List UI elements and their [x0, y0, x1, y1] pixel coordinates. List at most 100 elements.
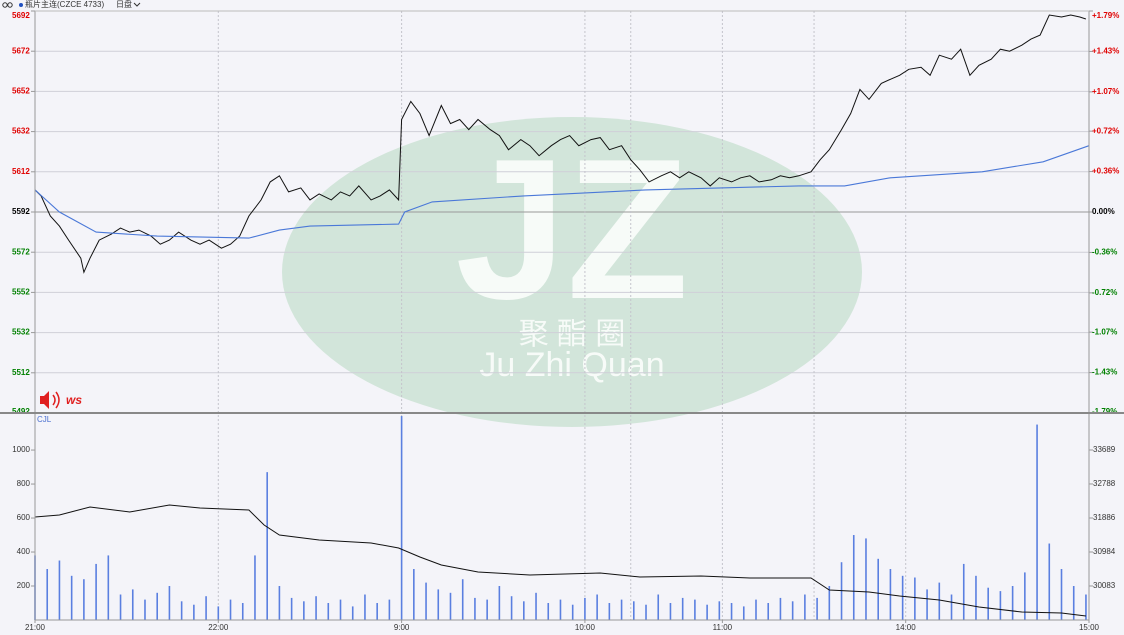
volume-bar — [730, 603, 733, 620]
watermark-pinyin: Ju Zhi Quan — [479, 346, 664, 384]
y2-tick-label: -0.36% — [1092, 248, 1117, 257]
volume-bar — [767, 603, 770, 620]
session-dropdown[interactable] — [133, 2, 141, 7]
marks — [34, 14, 1090, 620]
volume-bar — [620, 599, 623, 620]
volume-bar — [400, 416, 403, 620]
line — [34, 504, 1086, 617]
x-tick-label: 22:00 — [208, 623, 229, 632]
volume-bar — [828, 586, 831, 620]
volume-bar — [376, 603, 378, 620]
y-tick-label: 1000 — [12, 445, 30, 454]
y-tick-label: 800 — [17, 479, 31, 488]
volume-bar — [914, 577, 916, 620]
volume-bar — [1072, 586, 1075, 620]
ws-label: ws — [66, 393, 82, 407]
volume-bar — [461, 579, 464, 620]
volume-bar — [510, 596, 513, 620]
y-tick-label: 5532 — [12, 328, 30, 337]
y2-tick-label: 33689 — [1093, 445, 1116, 454]
y-tick-label: 5592 — [12, 207, 30, 216]
volume-bar — [975, 575, 977, 620]
volume-bar — [388, 599, 391, 620]
volume-bar — [1024, 572, 1026, 620]
volume-bar — [303, 601, 305, 620]
volume-bar — [107, 555, 110, 620]
y2-tick-label: 30984 — [1093, 547, 1116, 556]
y-tick-label: 400 — [17, 547, 31, 556]
volume-bar — [1048, 543, 1051, 620]
labels: 5692 5672 5652 5632 5612 5592 5572 5552 5532 5512… — [12, 11, 1119, 632]
volume-bar — [938, 582, 941, 620]
volume-bar — [804, 594, 806, 620]
y2-tick-label: 32788 — [1093, 479, 1116, 488]
volume-bar — [559, 599, 562, 620]
x-tick-label: 11:00 — [713, 623, 733, 632]
volume-bar — [1011, 586, 1014, 620]
series-dot — [19, 3, 23, 7]
x-tick-label: 15:00 — [1079, 623, 1100, 632]
volume-bar — [779, 597, 782, 620]
volume-bar — [865, 538, 867, 620]
volume-bar — [168, 586, 171, 620]
y2-tick-label: 31886 — [1093, 513, 1116, 522]
volume-bar — [278, 586, 281, 620]
y2-tick-label: -1.43% — [1092, 368, 1117, 377]
volume-bar — [241, 603, 244, 620]
volume-bar — [413, 569, 415, 620]
volume-bar — [950, 594, 953, 620]
x-tick-label: 9:00 — [394, 623, 410, 632]
y2-tick-label: +1.07% — [1092, 87, 1119, 96]
y-tick-label: 5552 — [12, 288, 30, 297]
volume-bar — [632, 601, 635, 620]
x-tick-label: 21:00 — [25, 623, 46, 632]
y2-tick-label: +1.43% — [1092, 47, 1119, 56]
speaker-waves — [52, 391, 60, 409]
volume-bar — [926, 589, 928, 620]
header: 瓶片主连(CZCE 4733) 日盘 — [2, 0, 141, 9]
volume-bar — [962, 563, 965, 620]
volume-bar — [180, 601, 183, 620]
volume-bar — [266, 472, 268, 620]
y2-tick-label: +0.36% — [1092, 167, 1119, 176]
volume-bar — [315, 596, 317, 620]
y-tick-label: 5572 — [12, 247, 30, 256]
y2-tick-label: -1.79% — [1092, 407, 1117, 416]
y2-tick-label: 30083 — [1093, 581, 1116, 590]
x-tick-label: 10:00 — [575, 623, 596, 632]
volume-bar — [339, 599, 342, 620]
y2-tick-label: -0.72% — [1092, 288, 1117, 297]
volume-bar — [694, 599, 696, 620]
volume-bar — [816, 597, 818, 620]
volume-bar — [70, 575, 73, 620]
link-icon — [7, 2, 13, 8]
volume-bar — [1060, 569, 1063, 620]
y-tick-label: 5652 — [12, 87, 30, 96]
volume-bar — [95, 563, 97, 620]
y-tick-label: 200 — [17, 581, 31, 590]
volume-bar — [58, 560, 61, 620]
volume-bar — [425, 582, 427, 620]
volume-bar — [669, 603, 672, 620]
volume-bar — [205, 596, 207, 620]
y2-tick-label: +0.72% — [1092, 126, 1119, 135]
volume-bar — [290, 597, 293, 620]
volume-bar — [217, 606, 220, 620]
watermark-ellipse — [282, 117, 862, 427]
line — [34, 145, 1090, 239]
volume-bar — [657, 594, 660, 620]
volume-bar — [852, 535, 855, 620]
volume-bar — [46, 569, 49, 620]
volume-bar — [1036, 424, 1038, 620]
volume-bar — [1085, 594, 1087, 620]
ws-badge: ws — [40, 391, 82, 409]
volume-bar — [645, 604, 647, 620]
link-icon — [2, 2, 8, 8]
session[interactable]: 日盘 — [116, 0, 132, 9]
volume-bar — [791, 601, 794, 620]
volume-bar — [229, 599, 232, 620]
volume-bar — [449, 592, 452, 620]
y-tick-label: 600 — [17, 513, 31, 522]
